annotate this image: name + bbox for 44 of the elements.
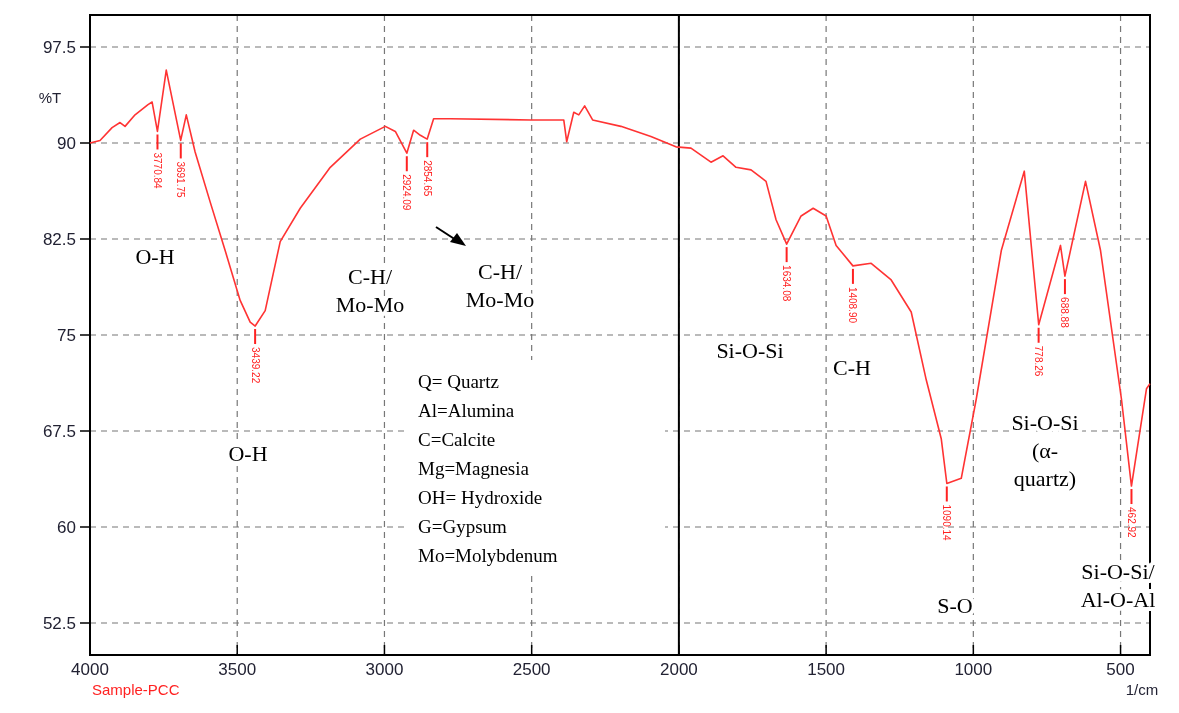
- annotation: S-O: [937, 592, 973, 618]
- x-axis-title: 1/cm: [1125, 681, 1159, 698]
- y-axis-title: %T: [38, 89, 62, 107]
- x-tick-label: 500: [1106, 660, 1135, 679]
- annotation: O-H: [135, 243, 175, 269]
- annotation: C-H/ Mo-Mo: [465, 258, 535, 312]
- x-tick-label: 3000: [365, 660, 404, 679]
- annotation: 3691.75: [175, 161, 187, 199]
- annotation: Si-O-Si (α- quartz): [1011, 409, 1079, 491]
- annotation: 1090.14: [941, 504, 953, 542]
- x-tick-label: 2000: [659, 660, 698, 679]
- annotation: Al=Alumina: [418, 400, 515, 421]
- x-tick-label: 3500: [218, 660, 257, 679]
- x-tick-label: 1000: [954, 660, 993, 679]
- annotation: 462.92: [1125, 507, 1137, 539]
- annotation: OH= Hydroxide: [418, 487, 543, 508]
- x-tick-label: 4000: [71, 660, 109, 679]
- y-tick-label: 90: [57, 133, 76, 153]
- x-tick-label: 2500: [512, 660, 551, 679]
- annotation: Mg=Magnesia: [418, 458, 530, 479]
- annotation: G=Gypsum: [418, 516, 508, 537]
- annotation: 688.88: [1059, 297, 1071, 329]
- x-tick-label: 1500: [807, 660, 846, 679]
- annotation: O-H: [228, 440, 268, 466]
- text: Sample-PCC: [92, 681, 180, 698]
- y-tick-label: 75: [57, 325, 76, 345]
- annotation: 2924.09: [401, 174, 413, 211]
- y-tick-label: 52.5: [42, 613, 76, 633]
- annotation: 3439.22: [249, 347, 261, 384]
- annotation: Mo=Molybdenum: [418, 545, 558, 566]
- y-tick-label: 67.5: [42, 421, 76, 441]
- y-tick-label: 82.5: [42, 229, 76, 249]
- annotation: 778.26: [1033, 345, 1045, 377]
- annotation: 2854.65: [421, 160, 433, 197]
- annotation: C-H/ Mo-Mo: [335, 263, 405, 317]
- annotation: 3770.84: [151, 152, 163, 190]
- annotation: 1408.90: [847, 286, 859, 324]
- annotation: Q= Quartz: [418, 371, 499, 392]
- annotation: 1634.08: [781, 265, 793, 302]
- y-tick-label: 97.5: [42, 37, 76, 57]
- annotation: C=Calcite: [418, 429, 496, 450]
- annotation: Si-O-Si: [716, 337, 784, 363]
- annotation: C-H: [833, 354, 872, 380]
- y-tick-label: 60: [57, 517, 76, 537]
